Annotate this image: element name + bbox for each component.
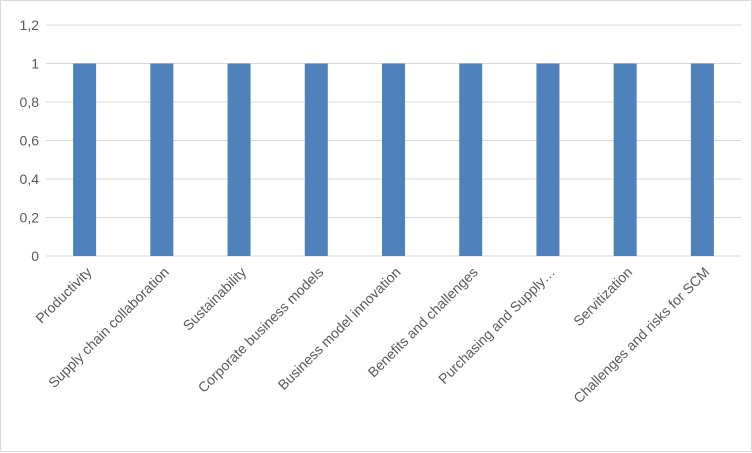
bar (73, 63, 97, 256)
bar (227, 63, 251, 256)
y-tick-label: 0,8 (20, 94, 40, 110)
y-tick-label: 0,4 (20, 171, 40, 187)
y-tick-label: 1,2 (20, 17, 40, 33)
y-tick-label: 0 (31, 248, 39, 264)
bar (459, 63, 483, 256)
x-category-label: Challenges and risks for SCM (570, 264, 712, 406)
x-category-label: Corporate business models (195, 264, 327, 396)
bar (382, 63, 405, 256)
y-tick-label: 0,2 (20, 210, 40, 226)
bar (690, 63, 714, 256)
bar (536, 63, 560, 256)
x-category-label: Sustainability (180, 264, 250, 334)
y-axis-tick-labels: 0 0,2 0,4 0,6 0,8 1 1,2 (20, 17, 40, 264)
bar (150, 63, 174, 256)
x-category-label: Servitization (570, 264, 635, 329)
bar (613, 63, 637, 256)
y-tick-label: 1 (31, 56, 39, 72)
y-tick-label: 0,6 (20, 133, 40, 149)
x-category-label: Business model innovation (275, 264, 404, 393)
bar-series (73, 63, 714, 256)
x-category-label: Productivity (32, 264, 94, 326)
bar (304, 63, 328, 256)
